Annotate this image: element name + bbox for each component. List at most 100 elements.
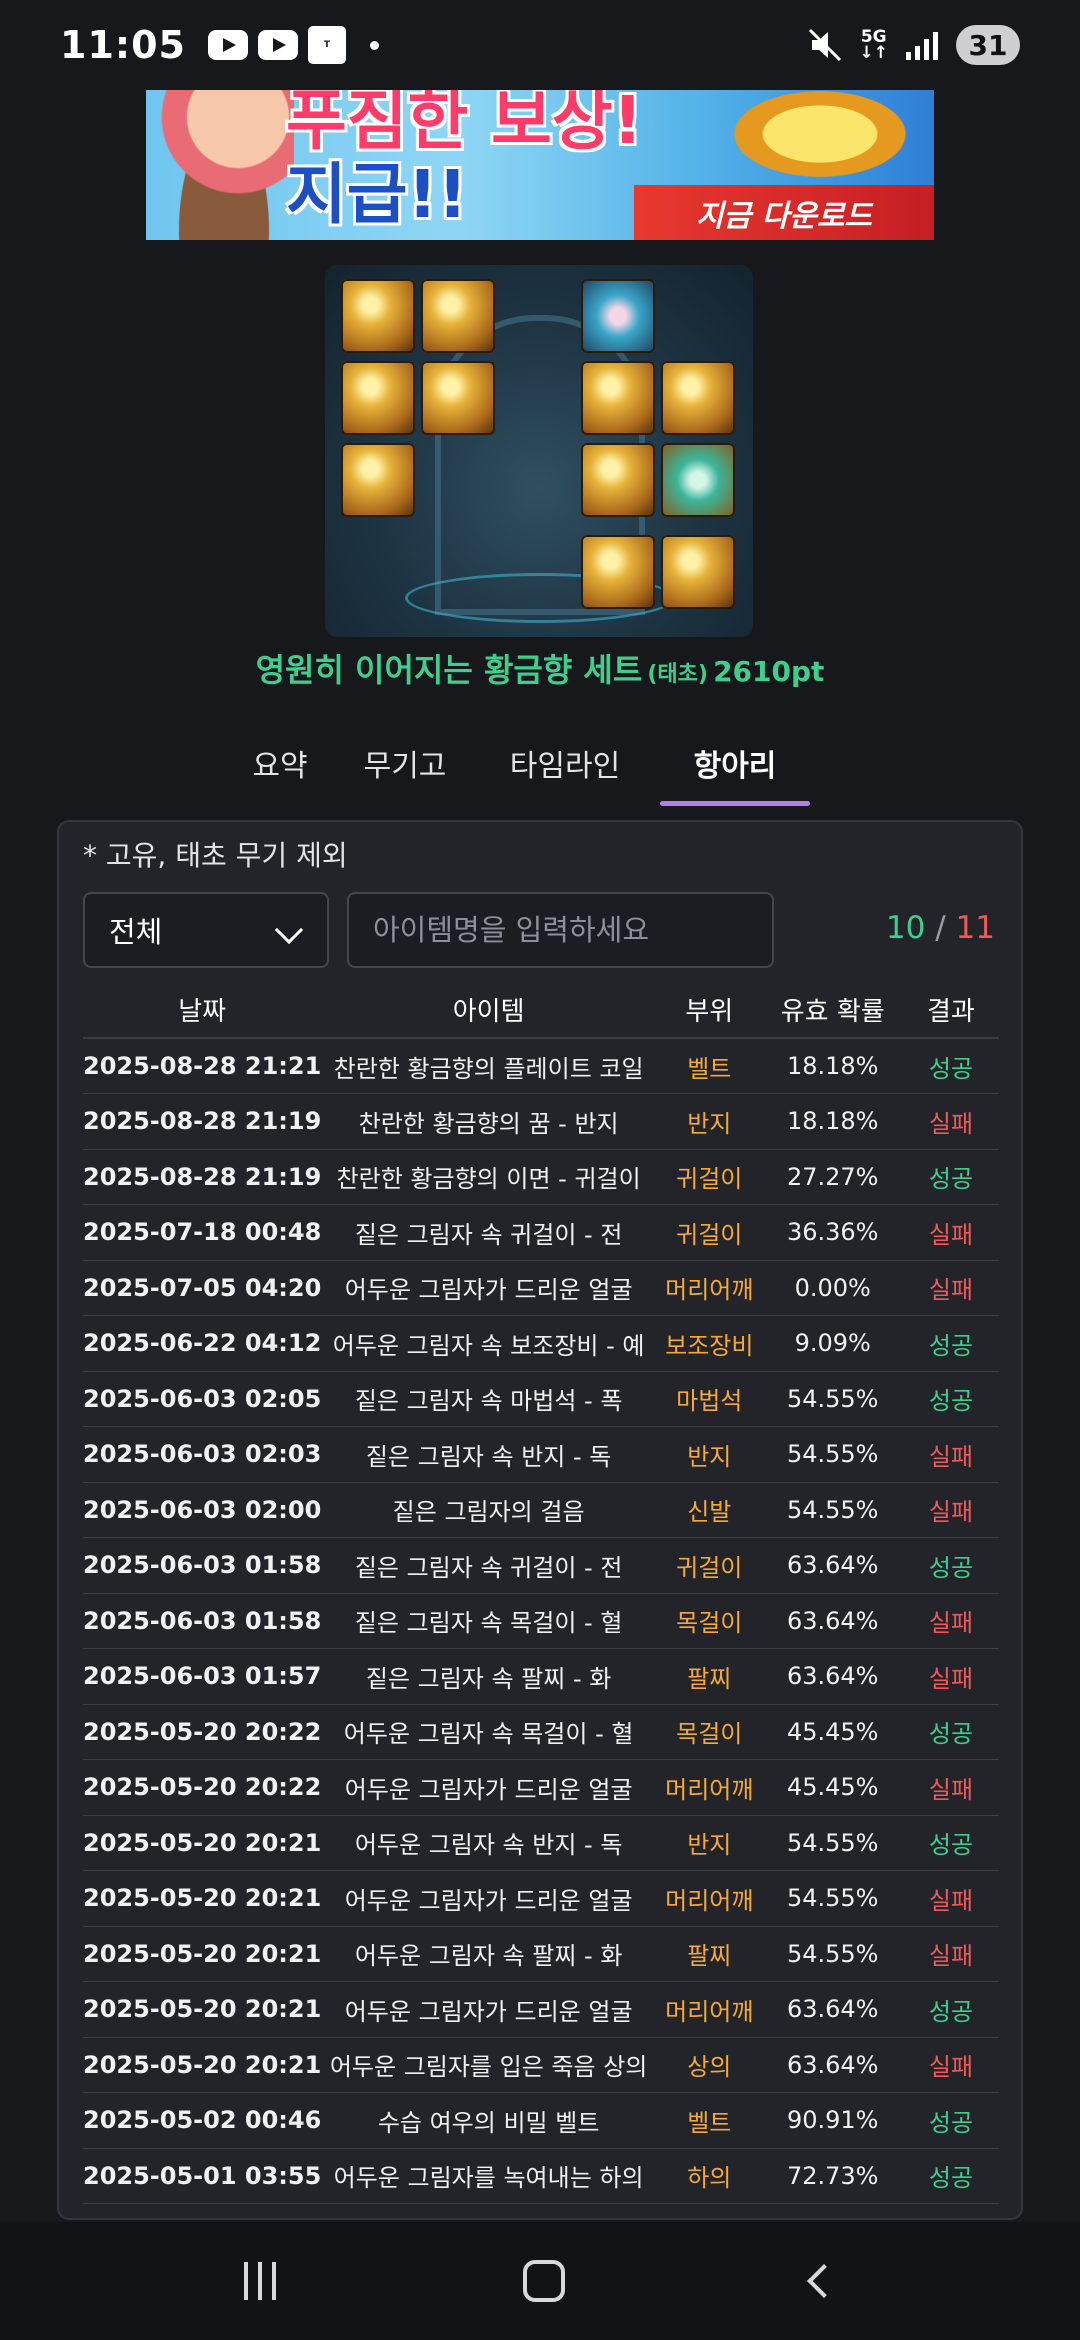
row-part: 신발 [655,1482,763,1538]
tmoney-icon: T [307,26,346,64]
row-part: 귀걸이 [655,1204,763,1261]
row-date: 2025-06-22 04:12 [83,1315,322,1372]
tab-pot[interactable]: 항아리 [660,720,810,806]
chevron-down-icon [274,915,304,945]
row-part: 반지 [655,1815,763,1871]
row-part: 보조장비 [655,1315,763,1372]
back-icon[interactable] [807,2264,842,2298]
table-row[interactable]: 2025-06-22 04:12 어두운 그림자 속 보조장비 - 예 보조장비 9.… [83,1315,999,1372]
row-probability: 54.55% [762,1371,903,1427]
table-row[interactable]: 2025-05-20 20:21 어두운 그림자를 입은 죽음 상의 상의 63.64… [83,2037,999,2093]
row-item: 어두운 그림자 속 목걸이 - 혈 [321,1704,656,1760]
row-result: 성공 [902,1815,999,1871]
row-probability: 54.55% [762,1815,903,1871]
equipment-slot [581,535,655,609]
table-row[interactable]: 2025-06-03 02:03 짙은 그림자 속 반지 - 독 반지 54.55% 실… [83,1426,999,1483]
row-date: 2025-07-18 00:48 [83,1204,322,1261]
tab-summary[interactable]: 요약 [252,749,308,784]
row-item: 어두운 그림자가 드리운 얼굴 [321,1981,656,2038]
banner-download-button[interactable]: 지금 다운로드 [634,185,934,240]
signal-icon [906,30,938,60]
row-probability: 90.91% [762,2092,903,2149]
row-item: 어두운 그림자가 드리운 얼굴 [321,1870,656,1927]
success-counter: 10 / 11 [885,910,995,946]
table-row[interactable]: 2025-08-28 21:19 찬란한 황금향의 이면 - 귀걸이 귀걸이 27.2… [83,1149,999,1205]
mute-icon [808,28,841,62]
row-result: 성공 [902,1149,999,1205]
youtube-icon [257,30,298,60]
row-result: 실패 [902,2037,999,2093]
row-item: 어두운 그림자를 입은 죽음 상의 [321,2037,656,2093]
row-date: 2025-05-20 20:21 [83,1870,322,1927]
status-time: 11:05 [60,23,186,67]
row-result: 실패 [902,1593,999,1649]
row-part: 벨트 [655,2092,763,2149]
table-row[interactable]: 2025-05-20 20:22 어두운 그림자가 드리운 얼굴 머리어깨 45.45… [83,1759,999,1816]
row-part: 상의 [655,2037,763,2093]
row-probability: 54.55% [762,1870,903,1927]
table-row[interactable]: 2025-05-01 03:55 어두운 그림자를 녹여내는 하의 하의 72.73%… [83,2148,999,2204]
table-row[interactable]: 2025-07-05 04:20 어두운 그림자가 드리운 얼굴 머리어깨 0.00%… [83,1260,999,1316]
row-date: 2025-07-05 04:20 [83,1260,322,1316]
network-type: 5G ↓↑ [859,27,889,63]
row-item: 짙은 그림자 속 팔찌 - 화 [321,1648,656,1705]
header-probability[interactable]: 유효 확률 [762,982,903,1039]
row-probability: 18.18% [762,1093,903,1150]
row-item: 수습 여우의 비밀 벨트 [321,2092,656,2149]
pot-history-panel: * 고유, 태초 무기 제외 전체 10 / 11 날짜 아이템 부위 유효 확… [57,820,1023,2220]
header-part[interactable]: 부위 [655,982,763,1039]
row-item: 짙은 그림자 속 귀걸이 - 전 [321,1204,656,1261]
row-item: 짙은 그림자 속 목걸이 - 혈 [321,1593,656,1649]
set-tag: (태초) [647,662,708,687]
row-probability: 45.45% [762,1759,903,1816]
equipment-slot [661,535,735,609]
row-part: 귀걸이 [655,1537,763,1594]
tab-armory[interactable]: 무기고 [363,749,447,784]
table-row[interactable]: 2025-06-03 01:58 짙은 그림자 속 귀걸이 - 전 귀걸이 63.64… [83,1537,999,1594]
row-date: 2025-05-20 20:21 [83,1926,322,1982]
row-probability: 54.55% [762,1926,903,1982]
row-result: 실패 [902,1870,999,1927]
part-filter-select[interactable]: 전체 [83,892,329,968]
table-row[interactable]: 2025-06-03 02:05 짙은 그림자 속 마법석 - 폭 마법석 54.55… [83,1371,999,1427]
row-item: 짙은 그림자 속 반지 - 독 [321,1426,656,1483]
table-row[interactable]: 2025-05-02 00:46 수습 여우의 비밀 벨트 벨트 90.91% 성공 [83,2092,999,2149]
recent-apps-icon[interactable] [243,2262,276,2300]
table-row[interactable]: 2025-05-20 20:22 어두운 그림자 속 목걸이 - 혈 목걸이 45.4… [83,1704,999,1760]
row-part: 반지 [655,1093,763,1150]
header-result[interactable]: 결과 [902,982,999,1039]
table-row[interactable]: 2025-05-20 20:21 어두운 그림자가 드리운 얼굴 머리어깨 54.55… [83,1870,999,1927]
table-row[interactable]: 2025-06-03 02:00 짙은 그림자의 걸음 신발 54.55% 실패 [83,1482,999,1538]
table-row[interactable]: 2025-05-20 20:21 어두운 그림자 속 반지 - 독 반지 54.55%… [83,1815,999,1871]
row-part: 벨트 [655,1038,763,1094]
ad-banner[interactable]: 푸짐한 보상! 지급!! 지금 다운로드 [146,90,934,240]
table-row[interactable]: 2025-08-28 21:21 찬란한 황금향의 플레이트 코일 벨트 18.18%… [83,1038,999,1094]
table-row[interactable]: 2025-06-03 01:57 짙은 그림자 속 팔찌 - 화 팔찌 63.64% 실… [83,1648,999,1705]
row-date: 2025-06-03 01:58 [83,1593,322,1649]
item-search-input[interactable] [347,892,774,968]
table-row[interactable]: 2025-05-20 20:21 어두운 그림자가 드리운 얼굴 머리어깨 63.64… [83,1981,999,2038]
row-probability: 63.64% [762,2037,903,2093]
header-item[interactable]: 아이템 [321,982,656,1039]
tab-bar: 요약 무기고 타임라인 항아리 [220,720,880,806]
home-icon[interactable] [522,2260,565,2302]
row-date: 2025-05-20 20:21 [83,2037,322,2093]
row-date: 2025-06-03 01:57 [83,1648,322,1705]
equipment-slot [661,443,735,517]
row-probability: 63.64% [762,1981,903,2038]
header-date[interactable]: 날짜 [83,982,322,1039]
table-row[interactable]: 2025-06-03 01:58 짙은 그림자 속 목걸이 - 혈 목걸이 63.64… [83,1593,999,1649]
row-item: 짙은 그림자 속 마법석 - 폭 [321,1371,656,1427]
row-result: 실패 [902,1648,999,1705]
table-row[interactable]: 2025-05-20 20:21 어두운 그림자 속 팔찌 - 화 팔찌 54.55%… [83,1926,999,1982]
row-probability: 54.55% [762,1426,903,1483]
row-probability: 54.55% [762,1482,903,1538]
tab-timeline[interactable]: 타임라인 [509,749,621,784]
table-row[interactable]: 2025-08-28 21:19 찬란한 황금향의 꿈 - 반지 반지 18.18% 실… [83,1093,999,1150]
row-probability: 9.09% [762,1315,903,1372]
equipment-slot [341,361,415,435]
table-row[interactable]: 2025-07-18 00:48 짙은 그림자 속 귀걸이 - 전 귀걸이 36.36… [83,1204,999,1261]
row-item: 찬란한 황금향의 이면 - 귀걸이 [321,1149,656,1205]
row-part: 머리어깨 [655,1870,763,1927]
row-item: 찬란한 황금향의 플레이트 코일 [321,1038,656,1094]
